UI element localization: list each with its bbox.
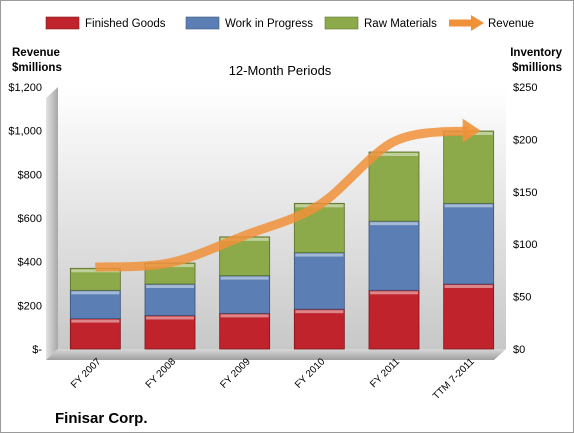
x-tick-label: FY 2008 bbox=[144, 356, 179, 391]
bar-segment bbox=[443, 130, 495, 204]
right-tick-label: $50 bbox=[513, 292, 531, 304]
x-tick-label: FY 2009 bbox=[218, 356, 253, 391]
bar-segment-highlight bbox=[444, 285, 493, 289]
bar-segment bbox=[368, 220, 420, 291]
legend-swatch bbox=[45, 16, 80, 30]
legend-swatch bbox=[324, 16, 359, 30]
legend: Finished Goods Work in Progress Raw Materi… bbox=[45, 15, 534, 31]
bar-segment-highlight bbox=[369, 291, 419, 295]
right-axis-ticks: $0 $50 $100 $150 $200 $250 bbox=[513, 82, 537, 356]
right-tick-label: $100 bbox=[513, 239, 537, 251]
left-axis-title-line1: Revenue bbox=[12, 47, 60, 59]
revenue-line-group bbox=[95, 118, 481, 272]
x-tick-label: FY 2011 bbox=[368, 356, 402, 390]
revenue-arrowhead bbox=[462, 118, 481, 143]
legend-label: Revenue bbox=[488, 18, 534, 30]
left-tick-label: $400 bbox=[18, 257, 42, 269]
left-tick-label: $800 bbox=[18, 169, 42, 181]
x-tick-label: TTM 7-2011 bbox=[431, 356, 477, 402]
legend-label: Work in Progress bbox=[225, 18, 313, 30]
bar-segment-highlight bbox=[220, 314, 269, 318]
bar-segment bbox=[293, 252, 345, 310]
bar-segment-highlight bbox=[145, 316, 195, 320]
bars bbox=[69, 130, 495, 350]
bar-segment bbox=[69, 267, 121, 291]
bar-segment bbox=[219, 275, 271, 314]
legend-arrowhead bbox=[471, 15, 484, 31]
left-tick-label: $- bbox=[32, 344, 42, 356]
right-tick-label: $150 bbox=[513, 187, 537, 199]
right-axis-title-line2: $millions bbox=[512, 62, 562, 74]
right-tick-label: $250 bbox=[513, 82, 537, 94]
bar-segment-highlight bbox=[71, 269, 120, 273]
legend-swatch bbox=[185, 16, 220, 30]
bar-segment bbox=[219, 312, 271, 350]
bar-segment bbox=[69, 318, 121, 350]
legend-label: Finished Goods bbox=[85, 18, 166, 30]
bar-segment bbox=[144, 283, 196, 316]
bar-segment bbox=[443, 283, 495, 350]
company-name: Finisar Corp. bbox=[55, 410, 148, 427]
bar-segment-highlight bbox=[220, 276, 269, 280]
left-tick-label: $1,000 bbox=[8, 126, 42, 138]
right-axis-title-line1: Inventory bbox=[510, 47, 562, 59]
revenue-line bbox=[95, 126, 470, 272]
left-axis-ticks: $- $200 $400 $600 $800 $1,000 $1,200 bbox=[8, 82, 42, 356]
right-tick-label: $0 bbox=[513, 344, 525, 356]
bar-segment-highlight bbox=[444, 204, 493, 208]
x-axis-ticks: FY 2007 FY 2008 FY 2009 FY 2010 FY 2011 TTM 7… bbox=[69, 356, 477, 402]
left-tick-label: $200 bbox=[18, 300, 42, 312]
bar-segment bbox=[144, 315, 196, 350]
plot-side-wall bbox=[46, 87, 58, 360]
x-tick-label: FY 2010 bbox=[293, 356, 328, 391]
bar-segment-highlight bbox=[295, 310, 344, 314]
chart-title: 12-Month Periods bbox=[229, 63, 332, 78]
bar-segment-highlight bbox=[71, 291, 120, 295]
bar-segment bbox=[443, 202, 495, 285]
bar-segment-highlight bbox=[369, 152, 419, 156]
bar-segment-highlight bbox=[369, 222, 419, 226]
left-tick-label: $600 bbox=[18, 213, 42, 225]
bar-segment bbox=[69, 289, 121, 320]
right-tick-label: $200 bbox=[513, 134, 537, 146]
bar-segment-highlight bbox=[71, 319, 120, 323]
bar-segment bbox=[368, 151, 420, 222]
x-tick-label: FY 2007 bbox=[69, 356, 104, 391]
bar-segment bbox=[368, 289, 420, 350]
bar-segment-highlight bbox=[295, 253, 344, 257]
bar-segment bbox=[293, 308, 345, 350]
plot-floor bbox=[46, 349, 506, 360]
left-axis-title-line2: $millions bbox=[12, 62, 62, 74]
left-tick-label: $1,200 bbox=[8, 82, 42, 94]
legend-label: Raw Materials bbox=[364, 18, 437, 30]
bar-segment-highlight bbox=[145, 285, 195, 289]
